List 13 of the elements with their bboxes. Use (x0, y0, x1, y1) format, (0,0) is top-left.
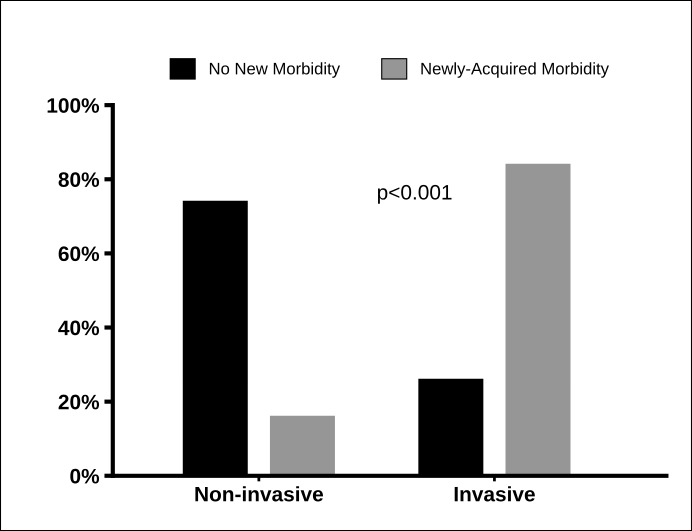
legend-label: Newly-Acquired Morbidity (421, 62, 609, 78)
legend-label: No New Morbidity (210, 62, 340, 78)
x-tick-label: Non-invasive (195, 486, 323, 502)
bar (270, 416, 335, 476)
y-tick-label: 60% (58, 246, 100, 262)
annotation: p<0.001 (378, 184, 452, 204)
y-tick-label: 40% (58, 320, 100, 336)
y-tick-label: 20% (58, 394, 100, 410)
y-tick-label: 100% (48, 98, 100, 113)
y-tick-label: 0% (70, 468, 100, 484)
y-tick-label: 80% (58, 172, 100, 188)
x-tick-label: Invasive (454, 486, 535, 502)
bar (506, 164, 571, 476)
